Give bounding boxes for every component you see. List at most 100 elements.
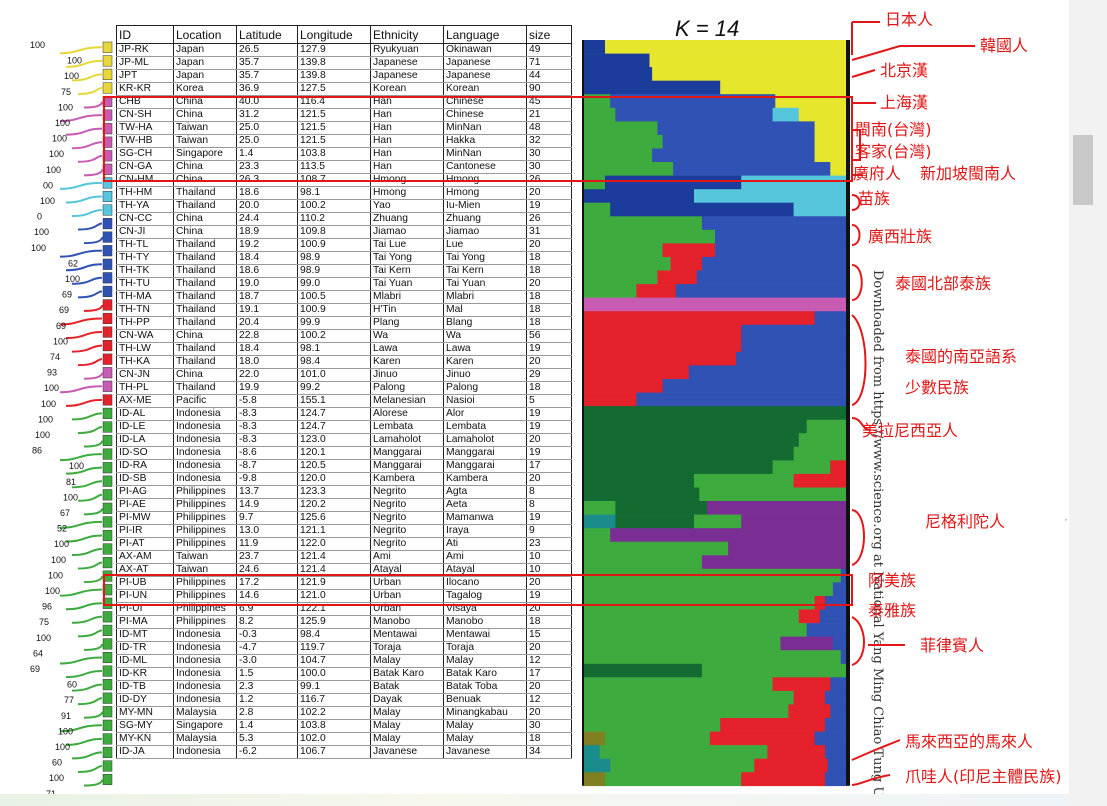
admix-segment: [584, 297, 847, 312]
bootstrap-label: 62: [68, 258, 78, 268]
population-table-panel: ID Location Latitude Longitude Ethnicity…: [116, 25, 578, 759]
pointer-malay: [851, 739, 901, 761]
cell-size: 20: [526, 706, 572, 720]
admix-segment: [584, 446, 794, 461]
scrollbar-thumb[interactable]: [1073, 135, 1093, 205]
bootstrap-label: 75: [61, 87, 71, 97]
annotation-label: 少數民族: [905, 378, 970, 397]
bootstrap-label: 100: [55, 118, 70, 128]
table-row: KR-KR Korea 36.9 127.5 Korean Korean 90: [116, 82, 572, 96]
table-row: JPT Japan 35.7 139.8 Japanese Japanese 44: [116, 69, 572, 83]
admix-segment: [584, 134, 663, 149]
population-color-square: [102, 651, 113, 664]
tree-branch: [59, 46, 103, 55]
admix-segment: [701, 257, 847, 271]
admix-segment: [605, 731, 711, 746]
table-row: TH-TN Thailand 19.1 100.9 H'Tin Mal 18: [116, 303, 572, 317]
bootstrap-label: 100: [49, 773, 64, 783]
tree-branch: [77, 86, 103, 95]
admix-segment: [767, 745, 826, 759]
bootstrap-label: 52: [57, 524, 67, 534]
admix-segment: [675, 284, 847, 298]
cell-size: 10: [526, 550, 572, 564]
population-color-square: [102, 421, 113, 433]
admix-segment: [584, 487, 700, 502]
tree-branch: [65, 263, 103, 272]
cell-size: 45: [526, 95, 572, 109]
cell-size: 18: [526, 264, 572, 278]
admix-segment: [696, 270, 847, 285]
table-row: CN-JI China 18.9 109.8 Jiamao Jiamao 31: [116, 225, 572, 239]
table-row: SG-CH Singapore 1.4 103.8 Han MinNan 30: [116, 147, 572, 161]
admix-segment: [741, 324, 847, 339]
admix-segment: [830, 704, 847, 719]
tree-branch: [59, 317, 103, 326]
admix-segment: [709, 731, 815, 746]
pointer-melanesian: [851, 417, 871, 431]
table-row: ID-TR Indonesia -4.7 119.7 Toraja Toraja 20: [116, 641, 572, 655]
population-color-square: [102, 692, 113, 704]
cell-size: 8: [526, 498, 572, 512]
bootstrap-label: 93: [47, 368, 57, 378]
admix-segment: [754, 758, 829, 773]
col-header-ethnicity: Ethnicity: [370, 25, 444, 44]
admix-segment: [814, 148, 847, 163]
admix-segment: [715, 229, 847, 244]
admix-segment: [584, 229, 716, 244]
admix-segment: [584, 365, 690, 380]
admix-segment: [584, 53, 650, 68]
annotation-label: 廣西壯族: [868, 227, 933, 246]
tree-branch: [59, 249, 103, 258]
cell-size: 20: [526, 186, 572, 200]
cell-size: 20: [526, 472, 572, 486]
cell-size: 19: [526, 420, 572, 434]
cell-size: 20: [526, 238, 572, 252]
cell-size: 19: [526, 199, 572, 213]
admix-segment: [584, 270, 658, 285]
bootstrap-label: 100: [52, 134, 67, 144]
bootstrap-label: 100: [69, 461, 84, 471]
cell-size: 20: [526, 277, 572, 291]
table-row: TH-LW Thailand 18.4 98.1 Lawa Lawa 19: [116, 342, 572, 356]
col-header-id: ID: [116, 25, 174, 44]
table-row: TH-TL Thailand 19.2 100.9 Tai Lue Lue 20: [116, 238, 572, 252]
scrollbar-track[interactable]: [1069, 0, 1107, 806]
admix-segment: [584, 541, 729, 556]
table-row: JP-ML Japan 35.7 139.8 Japanese Japanese 71: [116, 56, 572, 70]
population-color-square: [102, 679, 113, 691]
admix-segment: [584, 433, 800, 448]
admix-segment: [610, 202, 794, 217]
figure-title: K = 14: [675, 16, 740, 41]
tree-branch: [71, 141, 103, 150]
cell-size: 12: [526, 693, 572, 707]
population-color-square: [102, 190, 113, 203]
table-row: ID-SB Indonesia -9.8 120.0 Kambera Kambera 20: [116, 472, 572, 486]
admix-segment: [584, 596, 815, 610]
tree-branch: [65, 195, 103, 204]
admix-segment: [728, 541, 847, 556]
table-row: PI-MA Philippines 8.2 125.9 Manobo Manobo 18: [116, 615, 572, 629]
admix-segment: [701, 216, 847, 231]
admix-segment: [814, 596, 826, 610]
cell-size: 90: [526, 82, 572, 96]
admix-segment: [662, 134, 815, 149]
admix-segment: [615, 501, 708, 515]
bootstrap-label: 100: [67, 56, 82, 66]
bootstrap-label: 100: [41, 399, 56, 409]
admix-segment: [814, 134, 847, 149]
population-color-square: [102, 55, 113, 67]
tree-branch: [83, 304, 104, 312]
bootstrap-label: 69: [59, 305, 69, 315]
admix-segment: [652, 67, 847, 81]
bootstrap-label: 67: [60, 508, 70, 518]
tree-branch: [71, 412, 103, 421]
tree-branch: [77, 493, 103, 502]
admix-segment: [662, 379, 847, 393]
population-color-square: [102, 760, 113, 772]
bootstrap-label: 100: [65, 274, 80, 284]
cell-size: 30: [526, 719, 572, 733]
col-header-language: Language: [443, 25, 527, 44]
admix-segment: [670, 257, 703, 271]
admix-segment: [772, 677, 831, 692]
admix-segment: [720, 718, 826, 732]
